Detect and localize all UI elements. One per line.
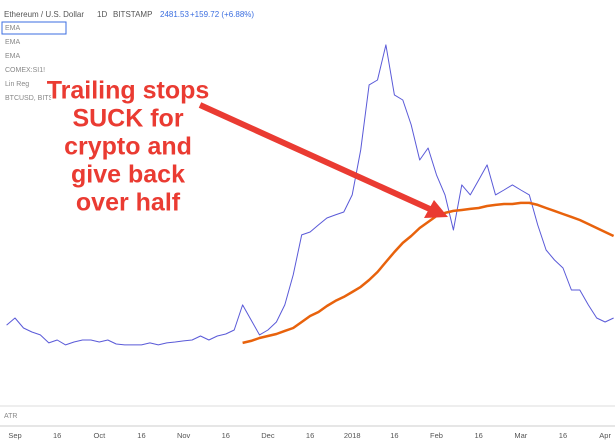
x-tick-label: 16 (475, 431, 483, 440)
lower-pane-label: ATR (4, 413, 17, 420)
indicator-label: BTCUSD, BITS (5, 95, 54, 102)
arrow-shaft (198, 102, 434, 213)
plot (6, 44, 615, 346)
x-tick-label: Sep (8, 431, 21, 440)
annotation-line: give back (71, 161, 185, 189)
exchange: BITSTAMP (113, 10, 152, 19)
x-tick-label: 2018 (344, 431, 361, 440)
interval: 1D (97, 10, 107, 19)
x-tick-label: Dec (261, 431, 275, 440)
x-tick-label: Mar (514, 431, 527, 440)
indicator-label: EMA (5, 53, 21, 60)
x-tick-label: Feb (430, 431, 443, 440)
annotation-line: Trailing stops (47, 77, 210, 105)
price: 2481.53 (160, 10, 189, 19)
arrow-head (424, 200, 448, 218)
x-tick-label: 16 (559, 431, 567, 440)
price-line (6, 44, 614, 346)
annotation-line: crypto and (64, 133, 192, 161)
x-tick-label: 16 (222, 431, 230, 440)
x-tick-label: 16 (306, 431, 314, 440)
indicator-box[interactable] (1, 21, 67, 35)
price-line (242, 201, 615, 345)
indicator-label: EMA (5, 25, 21, 32)
x-tick-label: 16 (53, 431, 61, 440)
x-tick-label: Oct (93, 431, 106, 440)
indicator-label: Lin Reg (5, 81, 29, 88)
annotation-line: SUCK for (72, 105, 183, 133)
x-tick-label: 16 (390, 431, 398, 440)
change: +159.72 (+6.88%) (190, 10, 254, 19)
indicator-label: COMEX:SI1! (5, 67, 45, 74)
annotation-line: over half (76, 189, 181, 217)
x-tick-label: Nov (177, 431, 191, 440)
x-tick-label: 16 (137, 431, 145, 440)
indicator-label: EMA (5, 39, 21, 46)
indicator-list: EMA EMA EMA COMEX:SI1! Lin Reg BTCUSD, BITS (5, 25, 54, 102)
symbol: Ethereum / U.S. Dollar (4, 10, 84, 19)
x-tick-label: Apr (599, 431, 611, 440)
